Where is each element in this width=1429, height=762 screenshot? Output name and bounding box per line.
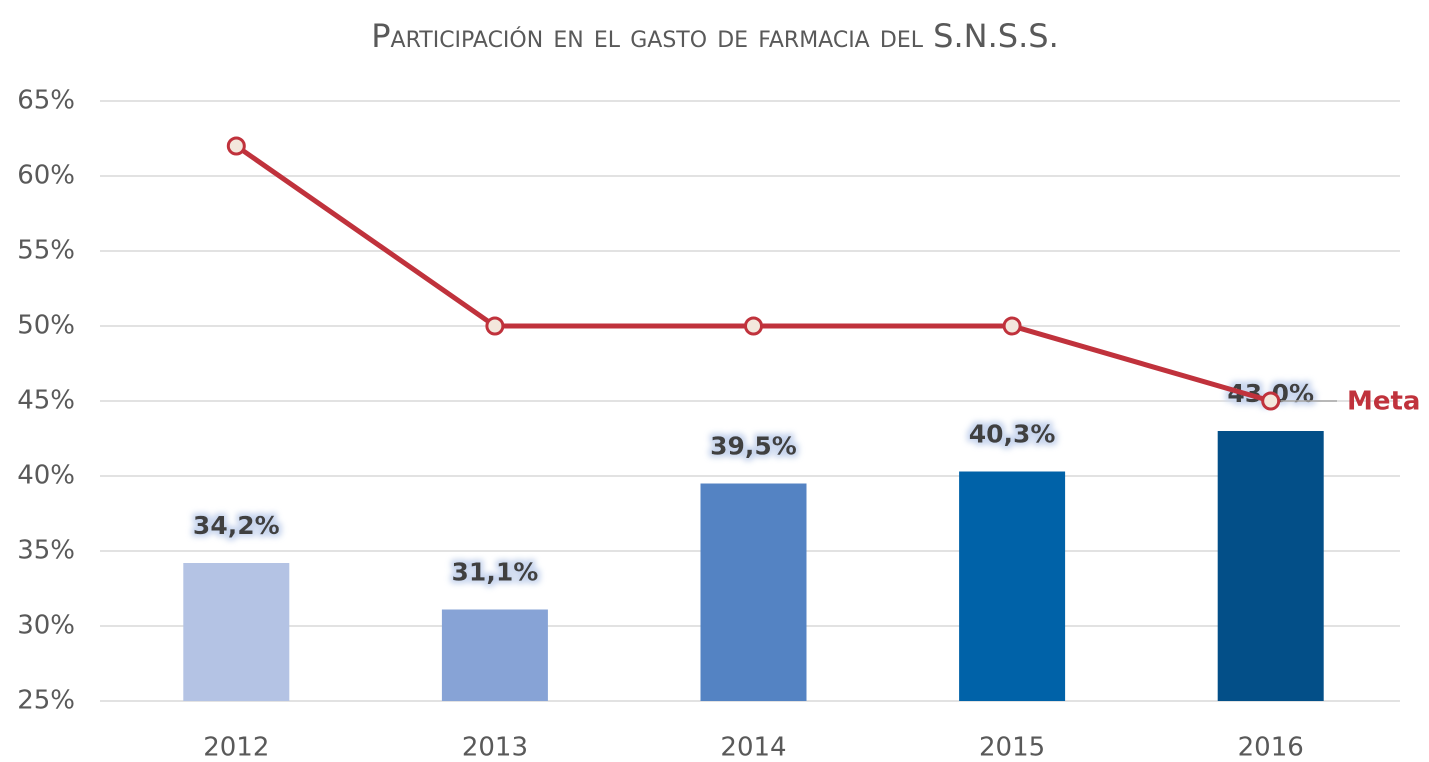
- y-tick-label: 50%: [17, 311, 75, 341]
- bar: [183, 563, 290, 701]
- line-marker: [226, 136, 246, 156]
- x-tick-label: 2012: [203, 733, 269, 762]
- chart-title: Participación en el gasto de farmacia de…: [371, 17, 1059, 55]
- series-label: Meta: [1347, 387, 1420, 417]
- x-tick-label: 2014: [720, 733, 786, 762]
- y-tick-label: 65%: [17, 86, 75, 116]
- y-tick-label: 60%: [17, 161, 75, 191]
- line-marker: [1261, 391, 1281, 411]
- value-label: 40,3%: [969, 420, 1056, 449]
- y-tick-label: 35%: [17, 536, 75, 566]
- x-tick-label: 2015: [979, 733, 1045, 762]
- bar: [959, 471, 1066, 701]
- bar: [1217, 431, 1324, 701]
- line-marker: [744, 316, 763, 336]
- y-tick-label: 55%: [17, 236, 75, 266]
- y-tick-label: 40%: [17, 461, 75, 491]
- bar: [700, 483, 807, 701]
- x-tick-label: 2013: [462, 733, 528, 762]
- line: [234, 143, 1272, 404]
- value-label: 39,5%: [710, 432, 797, 461]
- y-tick-label: 30%: [17, 611, 75, 641]
- y-tick-label: 45%: [17, 386, 75, 416]
- line-marker: [1002, 316, 1022, 336]
- value-label: 34,2%: [193, 511, 280, 540]
- line-marker: [485, 316, 505, 336]
- bar: [441, 609, 548, 701]
- x-tick-label: 2016: [1238, 733, 1304, 762]
- value-label: 31,1%: [452, 558, 539, 587]
- y-tick-label: 25%: [17, 686, 75, 716]
